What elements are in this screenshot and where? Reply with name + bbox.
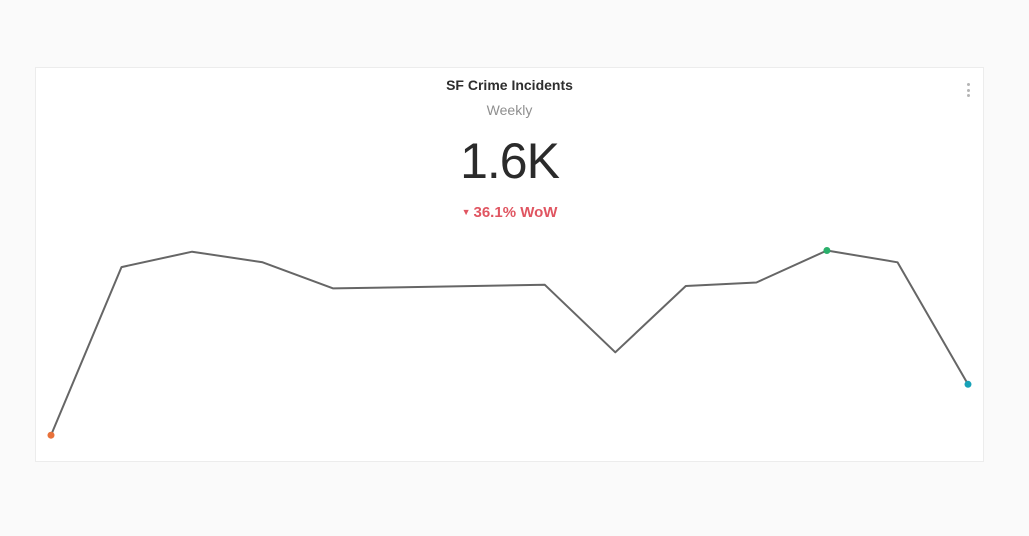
vertical-ellipsis-icon [966, 83, 970, 86]
series-line [50, 249, 969, 436]
last-point-marker [964, 380, 972, 388]
vertical-ellipsis-icon [966, 94, 970, 97]
chart-title: SF Crime Incidents [446, 77, 573, 93]
card-menu-button[interactable] [961, 82, 975, 98]
max-point-marker [823, 247, 831, 254]
first-point-marker [47, 431, 55, 439]
chart-subtitle: Weekly [486, 102, 533, 118]
line-layer [50, 249, 969, 436]
change-text: 36.1% WoW [473, 204, 558, 221]
big-number-value: 1.6K [460, 133, 560, 189]
week-over-week-change: ▼ 36.1% WoW [36, 204, 983, 221]
sparkline-chart [47, 247, 972, 439]
vertical-ellipsis-icon [966, 88, 970, 92]
triangle-down-icon: ▼ [461, 207, 471, 217]
chart-card: SF Crime Incidents Weekly 1.6K ▼ 36.1% Wo… [35, 67, 984, 462]
point-layer [47, 247, 972, 439]
